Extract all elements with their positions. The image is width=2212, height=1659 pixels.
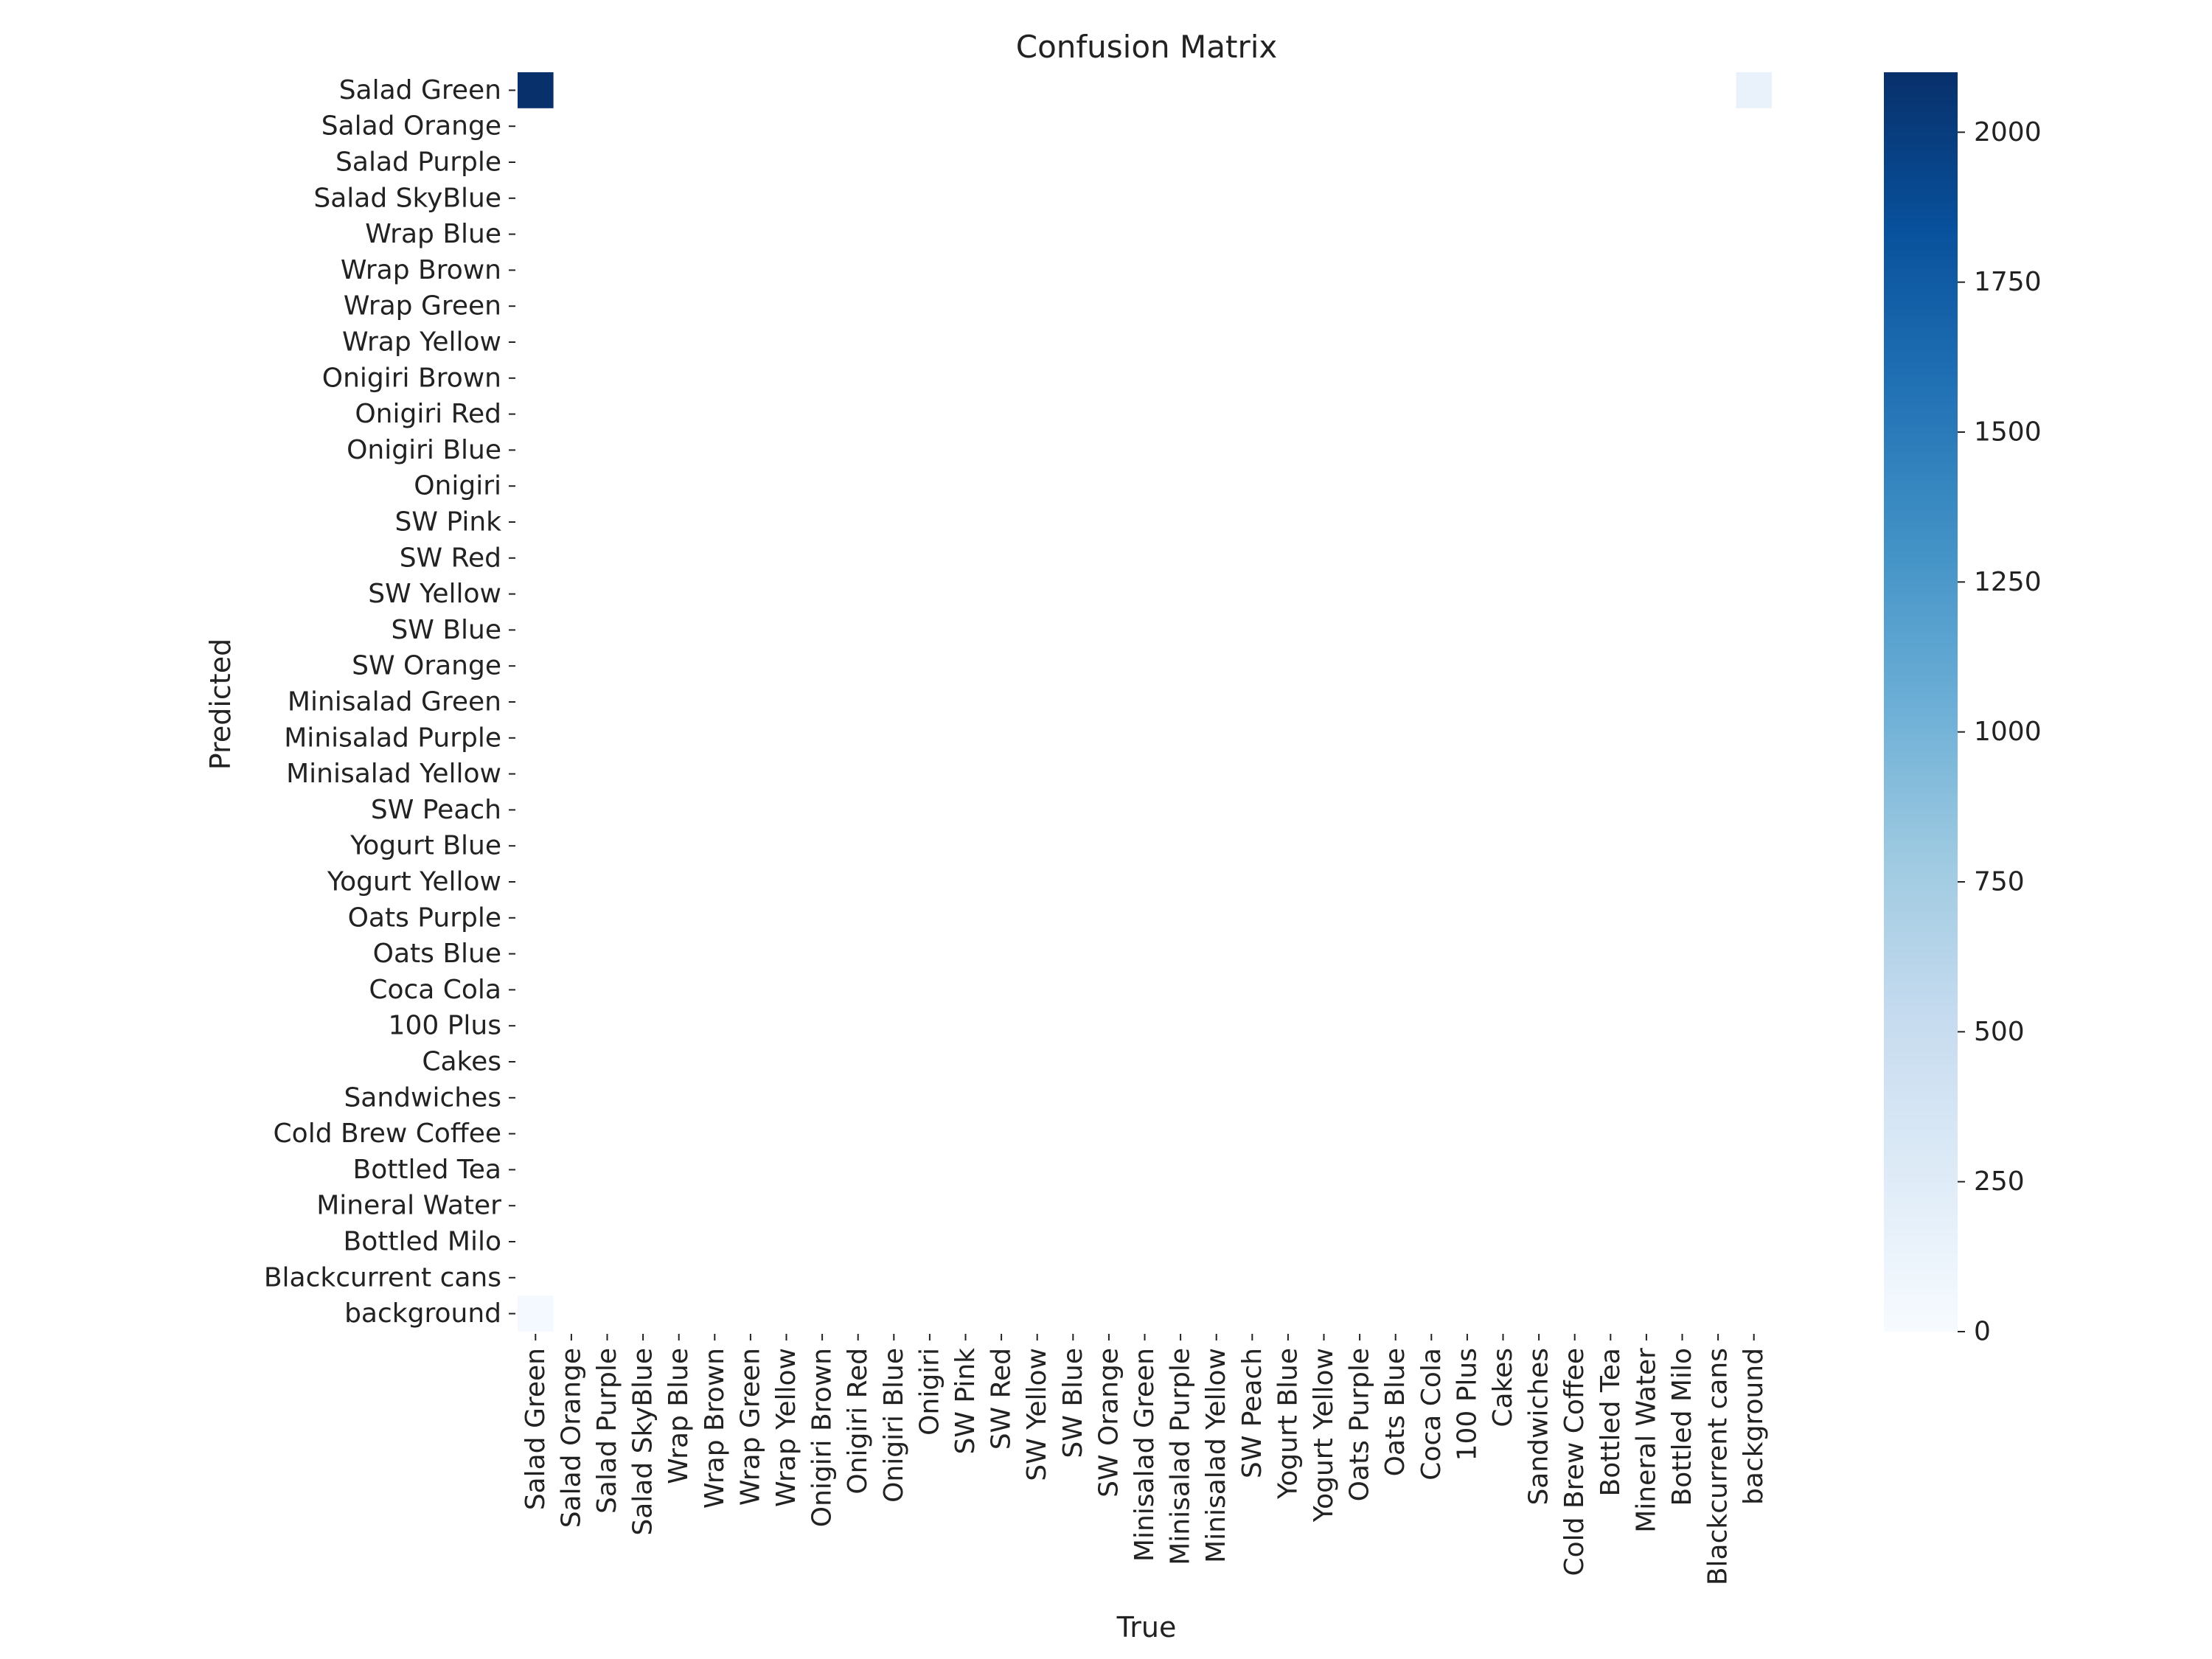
y-tick-labels: Salad Green Salad Orange Salad Purple Salad… [264,75,515,1329]
x-tick-label: 100 Plus [1452,1348,1482,1461]
colorbar-tick-label: 0 [1974,1317,1991,1347]
y-tick-label: SW Yellow [368,579,501,609]
x-tick-label: Wrap Brown [700,1348,730,1509]
heatmap-cell [1736,72,1772,108]
x-axis-label: True [1116,1611,1177,1644]
x-tick-label: Wrap Blue [664,1348,694,1484]
x-tick-label: SW Orange [1093,1348,1124,1498]
colorbar-tick-label: 750 [1974,867,2025,897]
x-tick-labels: Salad Green Salad Orange Salad Purple Salad… [521,1334,1769,1585]
x-tick-label: SW Yellow [1022,1348,1052,1481]
y-tick-label: Salad Orange [321,111,501,142]
x-tick-label: Wrap Green [735,1348,765,1506]
x-tick-label: Onigiri Red [843,1348,873,1495]
x-tick-label: Coca Cola [1416,1348,1447,1481]
y-tick-label: SW Red [400,543,501,573]
x-tick-label: Bottled Milo [1667,1348,1697,1506]
colorbar-tick-label: 250 [1974,1166,2025,1197]
y-tick-label: Salad Green [339,75,501,105]
y-tick-label: Onigiri Blue [347,435,501,465]
colorbar-ticks: 0 250 500 750 1000 1250 1500 1750 2000 [1958,117,2042,1347]
y-tick-label: SW Peach [371,795,501,825]
y-tick-label: Mineral Water [316,1191,501,1221]
x-tick-label: Minisalad Yellow [1201,1348,1231,1563]
y-tick-label: Bottled Tea [353,1155,501,1185]
y-tick-label: Cold Brew Coffee [274,1119,501,1149]
y-tick-label: Yogurt Blue [349,831,501,861]
y-tick-label: Minisalad Purple [284,723,501,753]
x-tick-label: Wrap Yellow [771,1348,801,1507]
x-tick-label: Oats Blue [1380,1348,1411,1476]
colorbar [1884,72,1958,1332]
y-tick-label: Coca Cola [369,975,501,1005]
x-tick-label: Onigiri Brown [807,1348,838,1527]
y-tick-label: Bottled Milo [344,1227,502,1257]
x-tick-label: Cold Brew Coffee [1559,1348,1590,1576]
colorbar-tick-label: 1250 [1974,567,2042,597]
x-tick-label: SW Pink [950,1348,981,1455]
y-tick-label: SW Pink [395,507,502,538]
y-tick-label: Minisalad Green [288,687,501,717]
chart-title: Confusion Matrix [1016,29,1278,65]
y-tick-label: Onigiri Brown [322,363,501,393]
y-tick-label: Salad Purple [335,147,501,178]
x-tick-label: Mineral Water [1631,1348,1661,1533]
x-tick-label: Oats Purple [1345,1348,1375,1501]
y-tick-label: Oats Blue [373,939,501,969]
y-axis-label: Predicted [204,639,237,770]
x-tick-label: Minisalad Green [1130,1348,1160,1562]
x-tick-label: Salad Purple [592,1348,622,1514]
y-tick-label: Wrap Blue [365,219,501,249]
colorbar-tick-label: 1000 [1974,717,2042,747]
y-tick-label: 100 Plus [389,1011,501,1041]
y-tick-label: Onigiri [414,471,501,501]
x-tick-label: Bottled Tea [1596,1348,1626,1496]
x-tick-label: Onigiri Blue [879,1348,909,1503]
y-tick-label: Wrap Green [344,291,501,321]
y-tick-label: SW Blue [391,615,501,645]
y-tick-label: Yogurt Yellow [327,867,501,897]
colorbar-tick-label: 2000 [1974,117,2042,147]
x-tick-label: SW Blue [1058,1348,1088,1458]
y-tick-label: Blackcurrent cans [264,1262,501,1293]
y-tick-label: Salad SkyBlue [313,183,501,213]
x-tick-label: Salad SkyBlue [628,1348,658,1536]
y-tick-label: Onigiri Red [355,399,501,429]
x-tick-label: SW Peach [1237,1348,1267,1478]
y-tick-label: background [344,1298,501,1329]
x-tick-label: Cakes [1488,1348,1518,1427]
x-tick-label: Sandwiches [1524,1348,1554,1506]
heatmap-cell [518,72,554,108]
y-tick-label: Cakes [422,1047,501,1077]
colorbar-tick-label: 1750 [1974,267,2042,297]
x-tick-label: Yogurt Blue [1273,1348,1303,1500]
colorbar-tick-label: 500 [1974,1017,2025,1047]
y-tick-label: Wrap Brown [341,255,501,285]
x-tick-label: Salad Orange [556,1348,586,1528]
x-tick-label: Yogurt Yellow [1309,1348,1339,1523]
x-tick-label: Onigiri [914,1348,945,1436]
x-tick-label: Blackcurrent cans [1703,1348,1733,1585]
x-tick-label: Salad Green [521,1348,551,1510]
x-tick-label: background [1739,1348,1769,1505]
y-tick-label: SW Orange [352,651,501,681]
heatmap-cell [518,1295,554,1332]
y-tick-label: Wrap Yellow [342,327,501,358]
heatmap-cells [518,72,1772,1332]
x-tick-label: SW Red [987,1348,1017,1450]
colorbar-tick-label: 1500 [1974,417,2042,448]
y-tick-label: Oats Purple [348,902,501,933]
x-tick-label: Minisalad Purple [1166,1348,1196,1565]
y-tick-label: Sandwiches [344,1082,501,1113]
y-tick-label: Minisalad Yellow [286,759,501,789]
